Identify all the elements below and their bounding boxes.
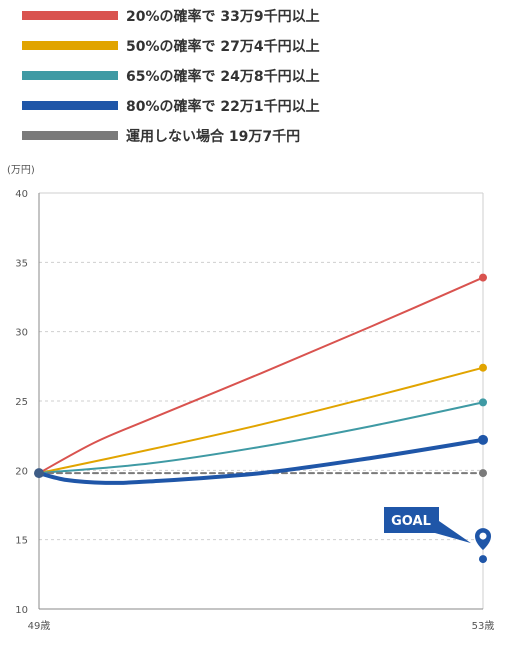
y-tick-label: 10 bbox=[15, 605, 28, 616]
grid bbox=[39, 192, 484, 609]
y-tick-label: 35 bbox=[15, 258, 28, 269]
legend-label: 65%の確率で 24万8千円以上 bbox=[126, 68, 320, 85]
series-end-point bbox=[479, 273, 487, 282]
y-tick-label: 15 bbox=[15, 536, 28, 547]
series-line bbox=[38, 366, 484, 475]
x-tick-label: 53歳 bbox=[472, 620, 495, 632]
legend-label: 80%の確率で 22万1千円以上 bbox=[126, 98, 320, 115]
x-tick-label: 49歳 bbox=[28, 620, 51, 632]
series-line bbox=[38, 401, 484, 475]
legend-label: 50%の確率で 27万4千円以上 bbox=[126, 38, 320, 55]
y-axis-unit-label: (万円) bbox=[7, 165, 35, 176]
legend-label: 運用しない場合 19万7千円 bbox=[126, 128, 300, 145]
legend-label: 20%の確率で 33万9千円以上 bbox=[126, 8, 320, 25]
series-line bbox=[37, 437, 485, 485]
axes: 10 15 20 25 30 35 40 49歳 53歳 bbox=[15, 189, 494, 632]
y-tick-label: 40 bbox=[15, 189, 28, 200]
series-end-point bbox=[478, 434, 488, 445]
legend-swatch bbox=[22, 71, 118, 80]
series-line bbox=[38, 276, 484, 475]
goal-pin-hole bbox=[479, 532, 487, 540]
series-end-point bbox=[479, 469, 487, 478]
legend-swatch bbox=[22, 101, 118, 110]
start-point bbox=[34, 468, 44, 479]
y-tick-label: 30 bbox=[15, 328, 28, 339]
series-end-point bbox=[479, 363, 487, 372]
goal-point bbox=[479, 555, 487, 564]
y-tick-label: 20 bbox=[15, 466, 28, 477]
goal-label: GOAL bbox=[391, 514, 431, 529]
series-layer bbox=[34, 273, 488, 485]
legend-swatch bbox=[22, 131, 118, 140]
legend: 20%の確率で 33万9千円以上 50%の確率で 27万4千円以上 65%の確率で … bbox=[22, 8, 320, 145]
series-end-point bbox=[479, 398, 487, 407]
y-tick-label: 25 bbox=[15, 397, 28, 408]
legend-swatch bbox=[22, 11, 118, 20]
legend-swatch bbox=[22, 41, 118, 50]
goal-callout-box bbox=[384, 507, 471, 544]
goal-marker-group: GOAL bbox=[384, 507, 491, 564]
